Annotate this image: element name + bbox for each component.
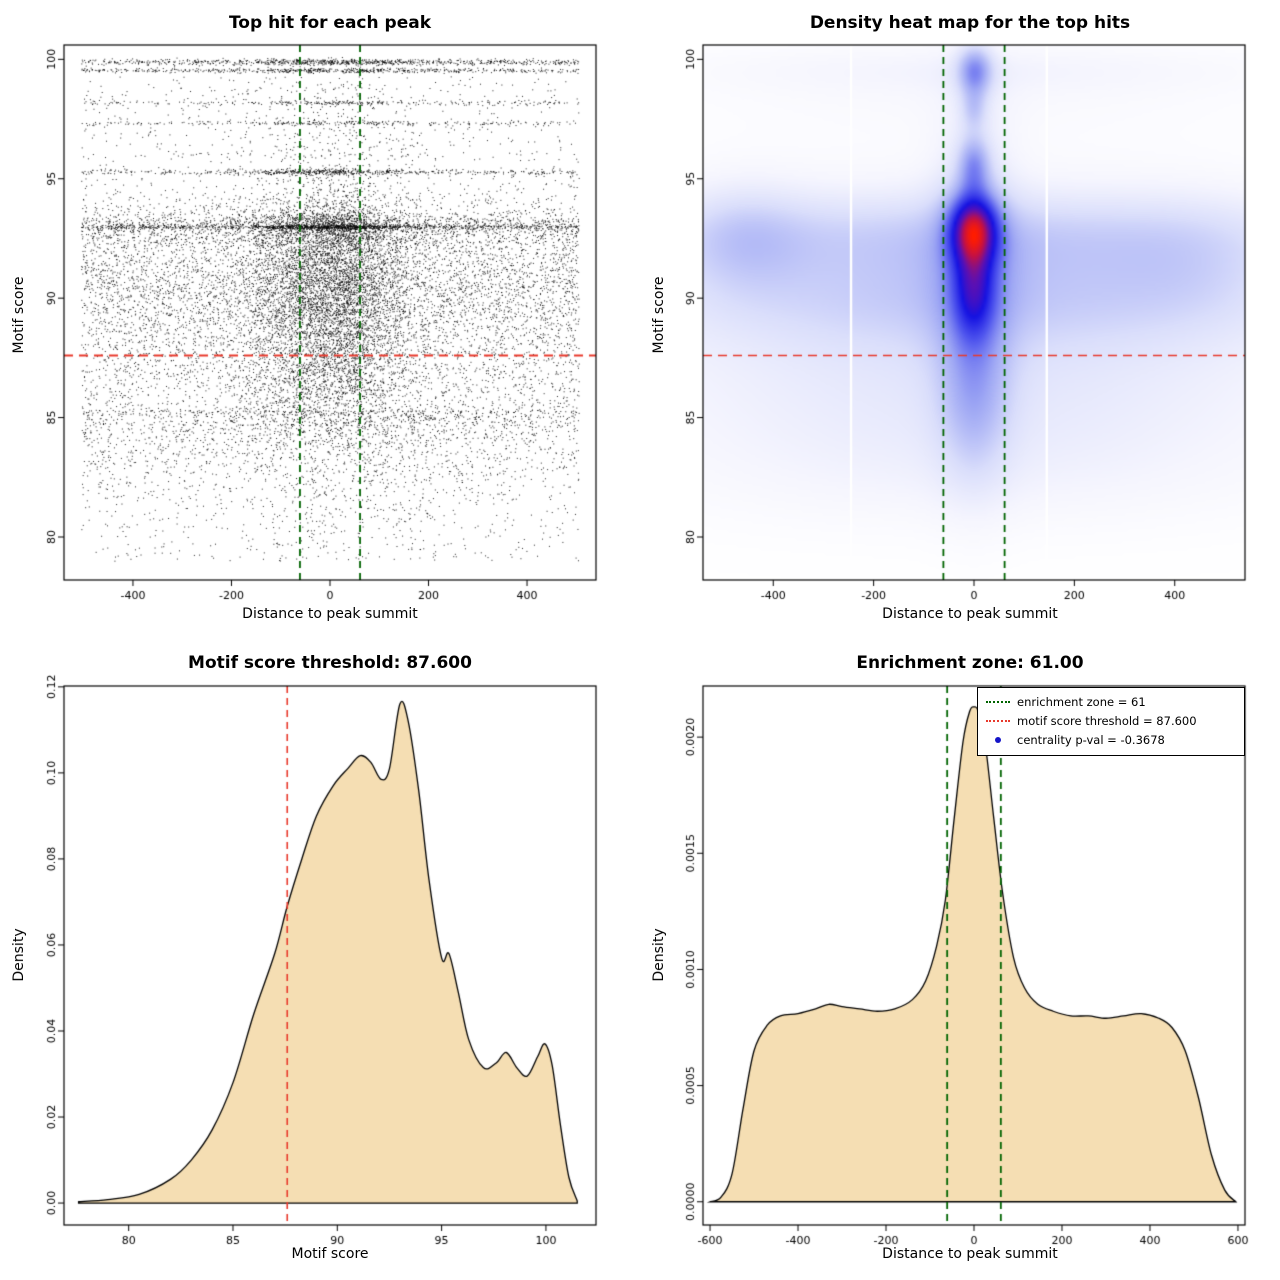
scatter-plot-canvas [0, 0, 640, 640]
heatmap-y-axis-label: Motif score [651, 276, 667, 354]
legend-label: centrality p-val = -0.3678 [1017, 733, 1165, 747]
scatter-panel-title: Top hit for each peak [228, 13, 432, 33]
legend-swatch [986, 720, 1010, 722]
heatmap-panel-title: Density heat map for the top hits [809, 13, 1131, 33]
heatmap-canvas [640, 0, 1280, 640]
legend-swatch [986, 737, 1010, 743]
legend-swatch [986, 701, 1010, 703]
legend-label: enrichment zone = 61 [1017, 695, 1146, 709]
legend-label: motif score threshold = 87.600 [1017, 714, 1197, 728]
panel-enrichment-zone-density: Enrichment zone: 61.00 Distance to peak … [640, 640, 1280, 1280]
scatter-x-axis-label: Distance to peak summit [242, 606, 418, 622]
panel-top-hits-scatter: Top hit for each peak Distance to peak s… [0, 0, 640, 640]
enrichment-y-axis-label: Density [651, 928, 667, 982]
panel-motif-score-density: Motif score threshold: 87.600 Motif scor… [0, 640, 640, 1280]
motif-density-x-axis-label: Motif score [291, 1246, 369, 1262]
blue-point-icon [995, 737, 1001, 743]
enrichment-panel-title: Enrichment zone: 61.00 [856, 653, 1084, 673]
legend-item-score-threshold: motif score threshold = 87.600 [986, 713, 1236, 729]
green-dotted-line-icon [986, 701, 1010, 703]
plot-legend: enrichment zone = 61 motif score thresho… [977, 687, 1245, 756]
panel-density-heatmap: Density heat map for the top hits Distan… [640, 0, 1280, 640]
legend-item-enrichment-zone: enrichment zone = 61 [986, 694, 1236, 710]
motif-density-panel-title: Motif score threshold: 87.600 [188, 653, 472, 673]
legend-item-centrality-pval: centrality p-val = -0.3678 [986, 732, 1236, 748]
enrichment-x-axis-label: Distance to peak summit [882, 1246, 1058, 1262]
motif-score-density-canvas [0, 640, 640, 1280]
red-dotted-line-icon [986, 720, 1010, 722]
scatter-y-axis-label: Motif score [11, 276, 27, 354]
motif-density-y-axis-label: Density [11, 928, 27, 982]
heatmap-x-axis-label: Distance to peak summit [882, 606, 1058, 622]
